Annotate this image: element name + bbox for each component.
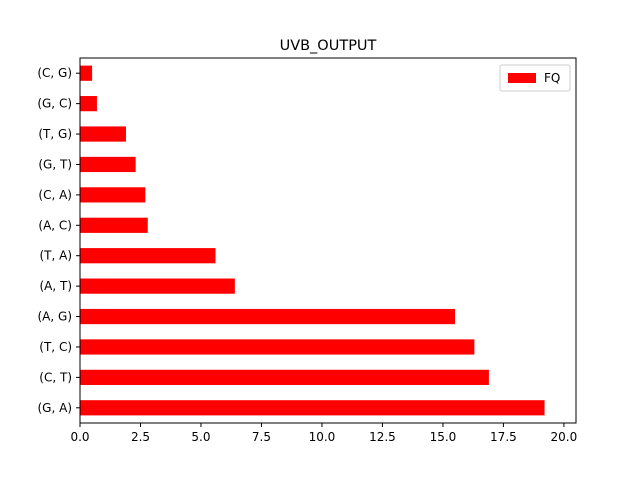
bar-4 — [80, 278, 235, 294]
chart-title: UVB_OUTPUT — [280, 38, 377, 54]
bar-1 — [80, 369, 489, 385]
x-tick-label: 12.5 — [369, 430, 396, 444]
y-tick-label: (C, G) — [37, 66, 72, 80]
x-tick-label: 2.5 — [131, 430, 150, 444]
y-tick-label: (C, A) — [38, 188, 72, 202]
x-axis: 0.0 2.5 5.0 7.5 10.0 12.5 15.0 17.5 20.0 — [70, 423, 577, 444]
y-tick-label: (A, C) — [38, 218, 72, 232]
legend: FQ — [499, 64, 571, 92]
x-tick-label: 17.5 — [490, 430, 517, 444]
y-tick-label: (T, G) — [38, 127, 72, 141]
bar-3 — [80, 308, 456, 325]
x-tick-label: 7.5 — [252, 430, 271, 444]
bar-0 — [80, 400, 545, 416]
bar-2 — [80, 339, 475, 355]
x-tick-label: 10.0 — [309, 430, 336, 444]
x-tick-label: 20.0 — [551, 430, 578, 444]
legend-swatch — [508, 73, 536, 83]
bar-8 — [80, 156, 136, 173]
x-tick-label: 15.0 — [430, 430, 457, 444]
y-tick-label: (G, A) — [38, 401, 73, 415]
y-tick-label: (C, T) — [39, 370, 72, 384]
legend-label: FQ — [544, 71, 560, 85]
x-tick-label: 5.0 — [191, 430, 210, 444]
bar-11 — [80, 65, 93, 81]
bar-9 — [80, 126, 126, 142]
bar-10 — [80, 96, 97, 112]
y-tick-label: (G, C) — [37, 97, 72, 111]
y-tick-label: (A, G) — [38, 310, 73, 324]
bars-layer — [80, 65, 545, 416]
y-tick-label: (T, A) — [39, 249, 72, 263]
x-tick-label: 0.0 — [70, 430, 89, 444]
plot-frame — [79, 57, 577, 424]
y-tick-label: (G, T) — [38, 157, 72, 171]
bar-6 — [80, 217, 148, 233]
bar-7 — [80, 187, 146, 203]
y-tick-label: (T, C) — [39, 340, 72, 354]
bar-5 — [80, 248, 216, 264]
y-axis: (G, A) (C, T) (T, C) (A, G) (A, T) (T, A) (A, … — [37, 66, 80, 415]
y-tick-label: (A, T) — [39, 279, 72, 293]
